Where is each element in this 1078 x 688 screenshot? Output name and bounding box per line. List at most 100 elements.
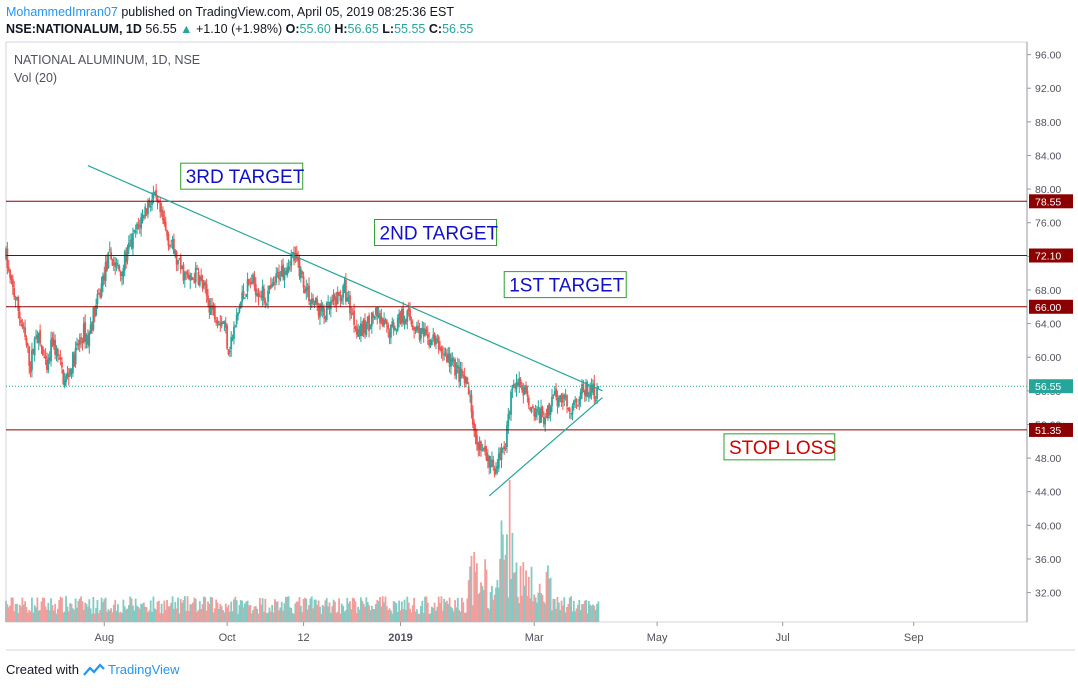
candle-body bbox=[249, 282, 252, 284]
candle-body bbox=[409, 309, 411, 320]
volume-bar bbox=[570, 596, 572, 622]
volume-bar bbox=[204, 597, 207, 622]
volume-bar bbox=[488, 609, 491, 622]
candle-body bbox=[263, 288, 265, 301]
volume-bar bbox=[430, 606, 433, 622]
candle-body bbox=[293, 252, 295, 262]
candle-body bbox=[473, 422, 476, 432]
candle-body bbox=[484, 445, 487, 452]
trend-line bbox=[488, 397, 603, 497]
candle-body bbox=[142, 215, 145, 219]
candle-body bbox=[132, 233, 134, 249]
candle-body bbox=[298, 259, 301, 277]
volume-bar bbox=[541, 594, 544, 622]
volume-bar bbox=[13, 611, 16, 622]
volume-bar bbox=[391, 613, 394, 622]
volume-bar bbox=[324, 600, 327, 622]
author-link[interactable]: MohammedImran07 bbox=[6, 5, 118, 19]
candle-body bbox=[566, 395, 568, 407]
volume-bar bbox=[129, 596, 132, 622]
candle-body bbox=[203, 283, 205, 287]
candle-body bbox=[471, 410, 474, 425]
volume-bar bbox=[362, 603, 365, 622]
candle-body bbox=[521, 384, 523, 390]
volume-bar bbox=[243, 603, 246, 622]
volume-bar bbox=[40, 601, 43, 622]
volume-bar bbox=[140, 603, 143, 622]
y-tick-label: 64.00 bbox=[1035, 319, 1061, 331]
candle-body bbox=[196, 268, 198, 270]
volume-bar bbox=[151, 611, 153, 622]
candle-body bbox=[485, 452, 488, 461]
volume-bar bbox=[461, 597, 463, 622]
volume-bar bbox=[465, 612, 467, 622]
volume-bar bbox=[361, 600, 364, 622]
volume-bar bbox=[37, 610, 40, 622]
volume-bar bbox=[417, 613, 420, 622]
volume-bar bbox=[81, 601, 84, 622]
volume-bar bbox=[567, 603, 570, 622]
volume-bar bbox=[448, 597, 451, 622]
volume-bar bbox=[451, 608, 454, 622]
volume-bar bbox=[179, 598, 182, 622]
volume-bar bbox=[256, 608, 259, 622]
candle-body bbox=[29, 365, 32, 373]
volume-bar bbox=[399, 610, 402, 622]
volume-bar bbox=[86, 606, 89, 622]
candle-body bbox=[563, 394, 566, 400]
footer-brand[interactable]: TradingView bbox=[107, 662, 180, 677]
volume-bar bbox=[406, 596, 409, 622]
volume-bar bbox=[196, 611, 198, 622]
volume-bar bbox=[325, 598, 328, 622]
volume-bar bbox=[594, 609, 597, 622]
volume-bar bbox=[63, 611, 66, 622]
volume-bar bbox=[152, 596, 155, 622]
candle-body bbox=[448, 354, 451, 367]
volume-bar bbox=[518, 603, 521, 622]
volume-bar bbox=[100, 597, 103, 622]
candle-body bbox=[512, 383, 515, 387]
candle-body bbox=[480, 441, 482, 449]
level-label: 78.55 bbox=[1035, 196, 1061, 208]
candle-body bbox=[504, 447, 507, 449]
volume-bar bbox=[119, 611, 122, 622]
candle-body bbox=[390, 324, 392, 338]
candle-body bbox=[66, 372, 69, 377]
volume-bar bbox=[22, 604, 25, 622]
volume-bar bbox=[71, 608, 74, 622]
volume-bar bbox=[422, 612, 425, 622]
volume-bar bbox=[540, 593, 542, 622]
volume-bar bbox=[157, 600, 160, 622]
volume-bar bbox=[304, 597, 306, 622]
candle-body bbox=[536, 408, 538, 413]
candle-body bbox=[491, 459, 493, 464]
candle-body bbox=[85, 336, 88, 342]
volume-bar bbox=[555, 608, 557, 622]
volume-bar bbox=[48, 610, 51, 622]
annotation-box bbox=[503, 271, 627, 299]
candle-body bbox=[47, 358, 50, 371]
candle-body bbox=[123, 251, 126, 271]
candle-body bbox=[508, 411, 511, 415]
candle-body bbox=[54, 339, 57, 355]
volume-bar bbox=[306, 609, 309, 622]
candle-body bbox=[355, 326, 358, 335]
candle-body bbox=[24, 327, 27, 337]
volume-bar bbox=[44, 606, 47, 622]
volume-bar bbox=[383, 602, 385, 622]
candle-body bbox=[84, 322, 87, 343]
candle-body bbox=[511, 385, 514, 391]
volume-bar bbox=[85, 603, 88, 622]
y-tick-label: 60.00 bbox=[1035, 352, 1061, 364]
candle-body bbox=[430, 340, 433, 345]
volume-bar bbox=[5, 600, 7, 622]
open-value: 55.60 bbox=[299, 22, 331, 36]
volume-bar bbox=[74, 598, 77, 622]
volume-bar bbox=[418, 613, 421, 622]
volume-bar bbox=[112, 604, 115, 622]
volume-bar bbox=[407, 602, 410, 622]
volume-bar bbox=[344, 610, 347, 622]
volume-bar bbox=[273, 599, 276, 622]
open-label: O: bbox=[285, 22, 300, 36]
